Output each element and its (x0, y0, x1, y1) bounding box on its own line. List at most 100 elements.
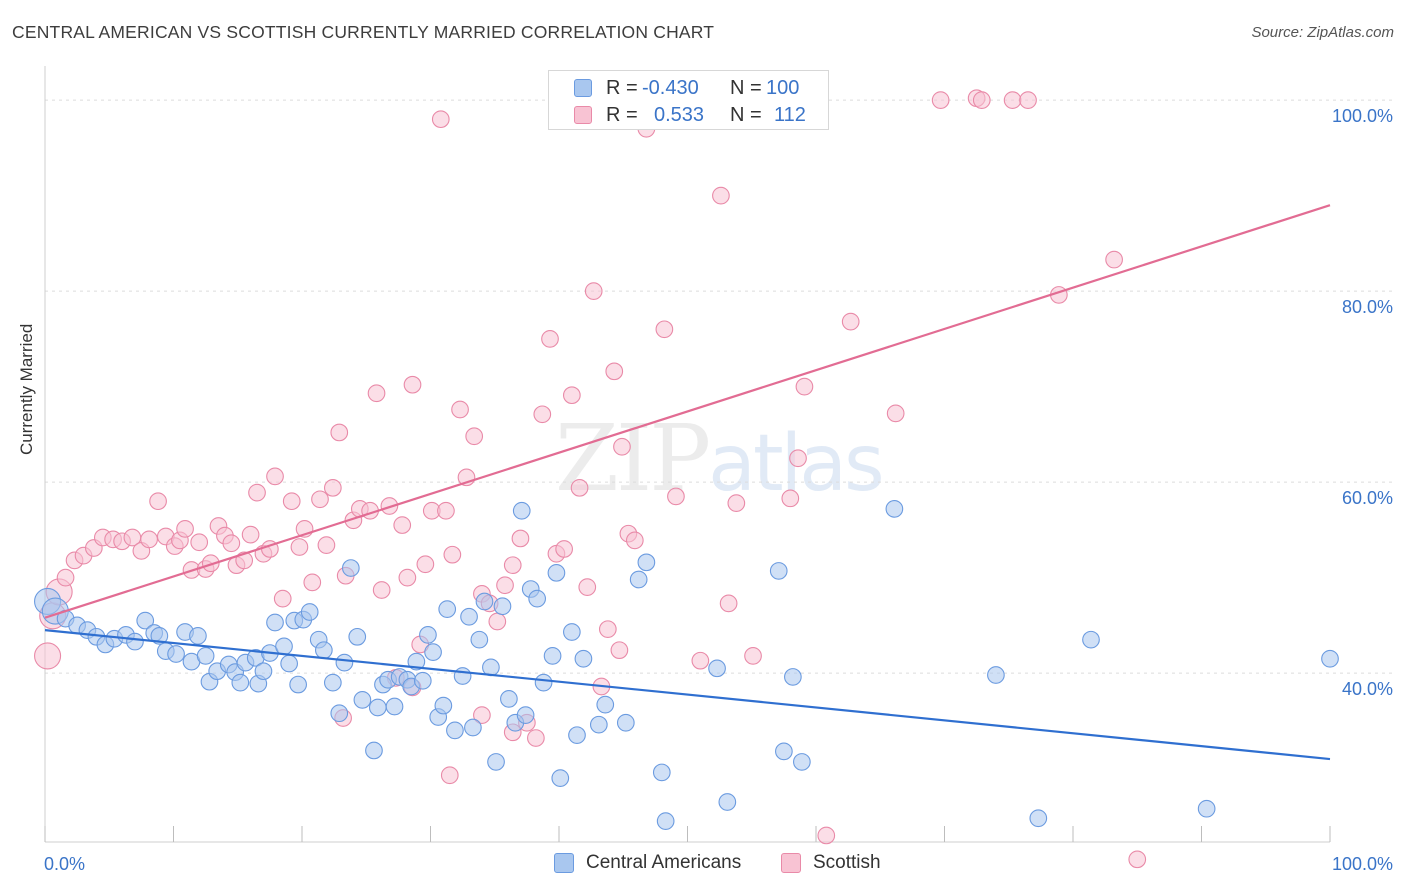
trend-lines (44, 204, 1331, 761)
scottish-point (562, 386, 581, 405)
central-american-point (470, 630, 489, 649)
x-tick-label-min: 0.0% (44, 854, 85, 874)
scottish-point (317, 536, 336, 554)
central-american-point (266, 613, 284, 632)
central-american-point (407, 652, 426, 671)
central-american-point (353, 690, 372, 709)
scottish-point (613, 437, 631, 456)
scottish-point (176, 520, 194, 538)
scottish-point (533, 405, 552, 424)
central-american-point (196, 647, 215, 665)
central-american-point (434, 696, 453, 715)
legend-swatch-pink (574, 106, 592, 124)
central-american-point (589, 715, 608, 734)
central-american-point (616, 713, 635, 732)
central-american-point (330, 704, 349, 723)
central-american-point (718, 793, 737, 811)
legend-r-value: 0.533 (654, 104, 705, 126)
scottish-point (795, 377, 814, 396)
central-american-point (419, 626, 437, 644)
central-american-point (885, 499, 904, 518)
scottish-point (248, 483, 266, 502)
central-american-trend-line (44, 629, 1331, 761)
scottish-point (443, 545, 462, 564)
central-american-point (596, 695, 615, 714)
scottish-point (578, 578, 597, 597)
central-american-point (424, 643, 442, 661)
scottish-point (56, 568, 75, 587)
scottish-point (140, 530, 158, 549)
scottish-point (817, 826, 836, 845)
central-american-point (150, 627, 169, 645)
central-american-point (987, 666, 1005, 684)
correlation-legend: R = -0.430 N = 100 R = 0.533 N = 112 (548, 70, 829, 130)
central-american-point (1029, 809, 1048, 828)
scottish-point (149, 492, 167, 511)
legend-r-value: -0.430 (642, 77, 699, 99)
legend-r-label: R = (606, 77, 638, 99)
legend-n-value: 112 (774, 104, 806, 126)
legend-swatch-blue (554, 853, 574, 873)
central-american-point (543, 647, 562, 665)
central-american-point (460, 607, 478, 626)
scottish-point (691, 651, 710, 670)
scottish-point (367, 384, 386, 403)
scottish-point (303, 573, 322, 592)
scottish-point (584, 282, 603, 300)
scottish-point (1105, 250, 1123, 269)
scottish-point (789, 449, 807, 468)
legend-label: Central Americans (586, 852, 742, 873)
legend-n-label: N = (730, 104, 762, 126)
scottish-point (781, 489, 800, 508)
scottish-point (541, 330, 559, 348)
scottish-point (440, 766, 459, 785)
central-american-point (793, 753, 811, 771)
central-american-point (438, 600, 457, 618)
y-axis-label: Currently Married (17, 323, 36, 455)
scottish-point (503, 556, 522, 575)
scottish-point (511, 529, 530, 548)
scottish-point (451, 400, 469, 419)
central-american-point (323, 673, 342, 692)
central-american-point (547, 563, 566, 582)
central-american-point (528, 589, 547, 608)
scottish-point (667, 487, 685, 506)
central-american-point (562, 623, 581, 641)
scottish-point (655, 320, 674, 339)
scottish-point (437, 501, 455, 520)
central-american-point (568, 726, 586, 745)
scottish-point (416, 555, 435, 574)
central-american-point (1321, 649, 1339, 668)
legend-n-label: N = (730, 77, 762, 99)
scottish-point (311, 490, 329, 509)
central-american-point (289, 675, 307, 694)
central-american-point (136, 611, 155, 630)
central-american-point (365, 741, 383, 760)
scottish-point (282, 492, 301, 511)
scottish-point (473, 706, 491, 724)
central-american-point (254, 662, 273, 681)
central-american-point (516, 706, 535, 724)
scottish-point (403, 375, 422, 394)
central-american-point (784, 668, 802, 686)
y-tick-label: 60.0% (1342, 488, 1393, 508)
central-american-point (189, 627, 207, 645)
scottish-point (610, 641, 629, 660)
scottish-point (34, 642, 62, 670)
central-american-point (300, 603, 319, 621)
scottish-point (330, 423, 349, 442)
central-american-point (475, 592, 494, 611)
scottish-point (555, 540, 573, 558)
scottish-point (273, 589, 292, 608)
chart-title: CENTRAL AMERICAN VS SCOTTISH CURRENTLY M… (12, 22, 715, 42)
central-american-point (708, 659, 726, 678)
y-tick-label: 40.0% (1342, 679, 1393, 699)
scottish-point (1019, 91, 1037, 109)
central-american-point (652, 763, 671, 782)
scottish-points (34, 89, 1147, 869)
central-american-point (280, 654, 299, 673)
central-american-point (453, 667, 472, 685)
scottish-point (372, 581, 391, 599)
scottish-point (323, 478, 342, 497)
